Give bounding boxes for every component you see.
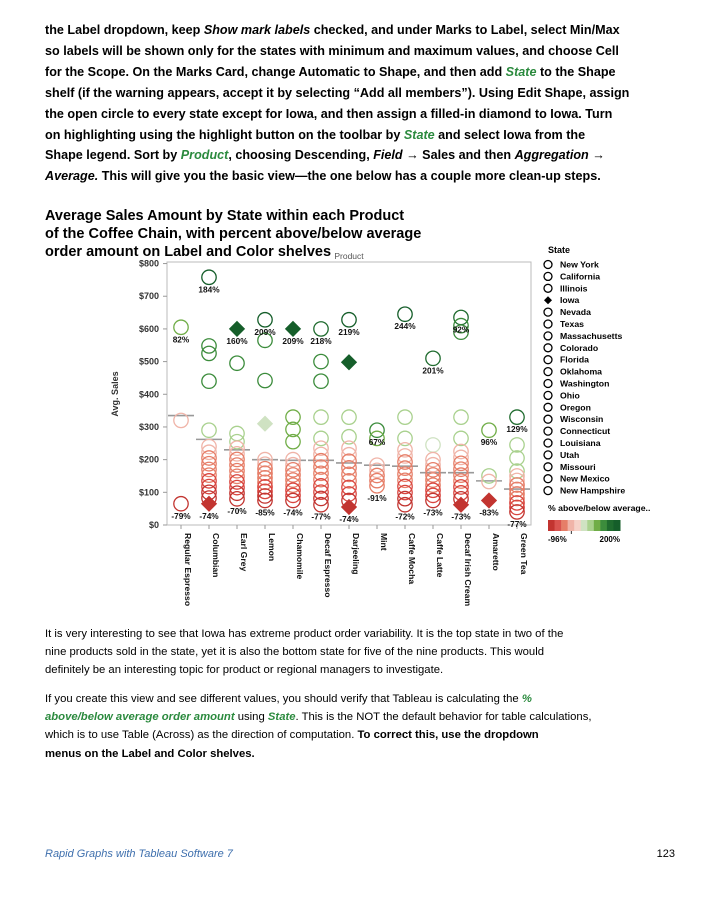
svg-text:-77%: -77% bbox=[507, 519, 527, 529]
svg-text:67%: 67% bbox=[369, 437, 386, 447]
svg-text:$700: $700 bbox=[139, 291, 159, 301]
svg-text:Lemon: Lemon bbox=[267, 533, 277, 561]
svg-text:Mint: Mint bbox=[379, 533, 389, 551]
svg-text:Amaretto: Amaretto bbox=[491, 533, 501, 571]
svg-text:New Mexico: New Mexico bbox=[560, 474, 610, 484]
svg-text:$300: $300 bbox=[139, 422, 159, 432]
svg-text:200%: 200% bbox=[600, 535, 620, 544]
svg-text:Oklahoma: Oklahoma bbox=[560, 367, 602, 377]
svg-text:$0: $0 bbox=[149, 520, 159, 530]
svg-text:Washington: Washington bbox=[560, 379, 609, 389]
svg-text:-74%: -74% bbox=[283, 507, 303, 517]
svg-text:-74%: -74% bbox=[339, 514, 359, 524]
svg-text:209%: 209% bbox=[254, 327, 276, 337]
svg-text:% above/below average..: % above/below average.. bbox=[548, 503, 650, 513]
svg-text:Illinois: Illinois bbox=[560, 283, 588, 293]
svg-text:-70%: -70% bbox=[227, 506, 247, 516]
svg-text:Louisiana: Louisiana bbox=[560, 438, 601, 448]
svg-text:Texas: Texas bbox=[560, 319, 584, 329]
svg-text:96%: 96% bbox=[481, 437, 498, 447]
svg-text:82%: 82% bbox=[173, 334, 190, 344]
svg-text:-72%: -72% bbox=[395, 512, 415, 522]
svg-text:$600: $600 bbox=[139, 324, 159, 334]
svg-text:Caffe Latte: Caffe Latte bbox=[435, 533, 445, 578]
svg-text:-73%: -73% bbox=[451, 512, 471, 522]
svg-text:California: California bbox=[560, 271, 600, 281]
svg-text:New York: New York bbox=[560, 260, 599, 270]
svg-text:-77%: -77% bbox=[311, 512, 331, 522]
svg-text:Darjeeling: Darjeeling bbox=[351, 533, 361, 575]
svg-text:Iowa: Iowa bbox=[560, 295, 579, 305]
svg-text:Colorado: Colorado bbox=[560, 343, 598, 353]
svg-text:Earl Grey: Earl Grey bbox=[239, 533, 249, 571]
svg-text:Decaf Espresso: Decaf Espresso bbox=[323, 533, 333, 598]
svg-text:219%: 219% bbox=[338, 327, 360, 337]
svg-text:Massachusetts: Massachusetts bbox=[560, 331, 622, 341]
svg-text:Wisconsin: Wisconsin bbox=[560, 414, 603, 424]
svg-text:Chamomile: Chamomile bbox=[295, 533, 305, 580]
svg-text:129%: 129% bbox=[506, 424, 528, 434]
svg-text:Avg. Sales: Avg. Sales bbox=[110, 371, 120, 416]
svg-text:92%: 92% bbox=[453, 324, 470, 334]
svg-text:209%: 209% bbox=[282, 336, 304, 346]
svg-text:Connecticut: Connecticut bbox=[560, 426, 610, 436]
svg-text:New Hampshire: New Hampshire bbox=[560, 486, 625, 496]
svg-text:-96%: -96% bbox=[548, 535, 567, 544]
svg-text:-91%: -91% bbox=[367, 493, 387, 503]
svg-text:Ohio: Ohio bbox=[560, 390, 580, 400]
svg-text:State: State bbox=[548, 245, 570, 255]
svg-text:$800: $800 bbox=[139, 259, 159, 269]
svg-text:Nevada: Nevada bbox=[560, 307, 591, 317]
svg-text:$100: $100 bbox=[139, 487, 159, 497]
svg-text:-79%: -79% bbox=[171, 511, 191, 521]
svg-text:-83%: -83% bbox=[479, 507, 499, 517]
svg-text:Product: Product bbox=[334, 251, 364, 261]
svg-text:-73%: -73% bbox=[423, 507, 443, 517]
svg-text:-74%: -74% bbox=[199, 511, 219, 521]
svg-text:Florida: Florida bbox=[560, 355, 589, 365]
svg-text:160%: 160% bbox=[226, 336, 248, 346]
svg-text:-85%: -85% bbox=[255, 507, 275, 517]
svg-text:Utah: Utah bbox=[560, 450, 579, 460]
svg-text:$200: $200 bbox=[139, 455, 159, 465]
svg-text:218%: 218% bbox=[310, 336, 332, 346]
svg-text:$500: $500 bbox=[139, 357, 159, 367]
svg-text:Regular Espresso: Regular Espresso bbox=[183, 533, 193, 606]
svg-text:Decaf Irish Cream: Decaf Irish Cream bbox=[463, 533, 473, 606]
svg-text:Columbian: Columbian bbox=[211, 533, 221, 577]
svg-text:Missouri: Missouri bbox=[560, 462, 596, 472]
svg-text:Caffe Mocha: Caffe Mocha bbox=[407, 533, 417, 584]
svg-text:244%: 244% bbox=[394, 321, 416, 331]
svg-text:201%: 201% bbox=[422, 365, 444, 375]
svg-text:$400: $400 bbox=[139, 389, 159, 399]
svg-text:Oregon: Oregon bbox=[560, 402, 591, 412]
svg-text:184%: 184% bbox=[198, 284, 220, 294]
svg-text:Green Tea: Green Tea bbox=[519, 533, 529, 575]
